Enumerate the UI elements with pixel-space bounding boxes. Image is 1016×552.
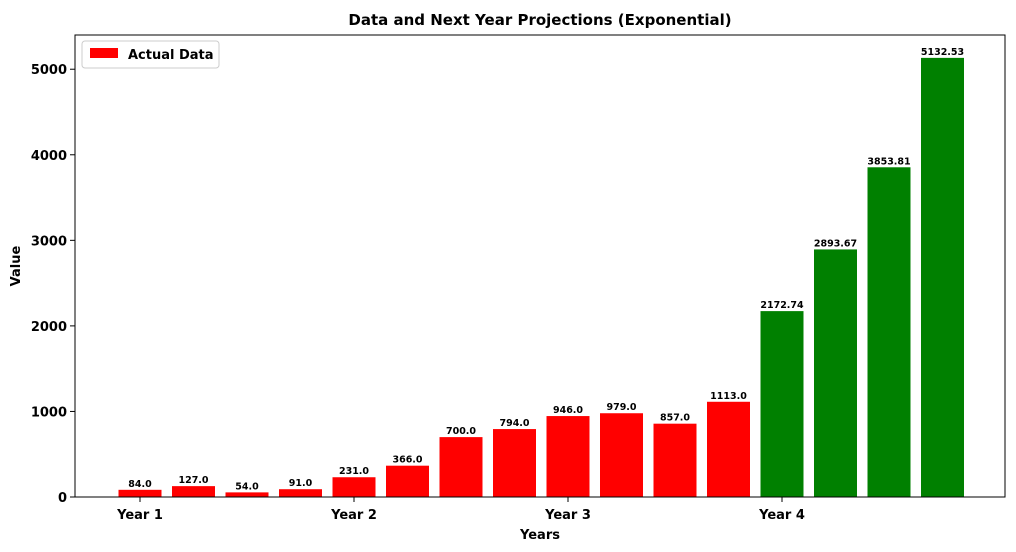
legend: Actual Data: [81, 40, 220, 69]
x-tick-label: Year 3: [544, 508, 591, 523]
bar-value-label: 366.0: [392, 455, 422, 466]
bar: [707, 401, 750, 497]
plot-frame: [74, 34, 1006, 498]
y-tick-label: 4000: [31, 149, 67, 164]
bar: [600, 413, 643, 497]
x-tick-label: Year 4: [758, 508, 805, 523]
bar-value-label: 979.0: [606, 402, 636, 413]
bar-value-label: 54.0: [235, 481, 259, 492]
bar: [760, 311, 804, 497]
y-tick-label: 5000: [31, 63, 67, 78]
bar-value-label: 1113.0: [710, 391, 747, 402]
bar: [386, 465, 429, 497]
bar-value-label: 2172.74: [760, 300, 804, 311]
bar: [867, 167, 911, 497]
x-axis-ticks: Year 1 Year 2 Year 3 Year 4: [116, 497, 805, 523]
chart-title: Data and Next Year Projections (Exponent…: [348, 11, 731, 29]
bar: [814, 249, 857, 497]
bar-value-label: 127.0: [178, 475, 208, 486]
y-axis-label: Value: [9, 245, 24, 286]
bar: [546, 416, 590, 497]
bar-value-label: 857.0: [660, 413, 690, 424]
bar: [332, 477, 376, 497]
bar-value-label: 3853.81: [867, 156, 910, 167]
bar: [439, 437, 483, 497]
bar: [653, 423, 697, 497]
bar: [172, 486, 215, 497]
bar-value-label: 231.0: [339, 466, 369, 477]
bar-value-label: 700.0: [446, 426, 476, 437]
bar: [118, 489, 162, 497]
bar-value-label: 794.0: [499, 418, 529, 429]
x-tick-label: Year 1: [116, 508, 163, 523]
bar-value-label: 2893.67: [814, 238, 857, 249]
bar: [279, 489, 322, 497]
bars-group: [118, 57, 964, 497]
bar-labels-group: 84.0 127.0 54.0 91.0 231.0 366.0 700.0 794.0 946…: [128, 47, 964, 492]
bar-value-label: 84.0: [128, 479, 152, 490]
x-axis-label: Years: [519, 528, 560, 543]
legend-swatch: [90, 48, 118, 58]
y-axis-ticks: 0 1000 2000 3000 4000 5000: [31, 63, 75, 506]
y-tick-label: 2000: [31, 320, 67, 335]
x-tick-label: Year 2: [330, 508, 377, 523]
bar: [493, 429, 536, 497]
y-tick-label: 3000: [31, 234, 67, 249]
bar: [225, 492, 269, 497]
bar: [921, 57, 964, 497]
legend-box: [81, 40, 220, 69]
bar-value-label: 91.0: [289, 478, 313, 489]
y-tick-label: 0: [58, 491, 67, 506]
bar-value-label: 5132.53: [921, 47, 964, 58]
legend-entry-label: Actual Data: [128, 48, 214, 63]
bar-value-label: 946.0: [553, 405, 583, 416]
y-tick-label: 1000: [31, 405, 67, 420]
